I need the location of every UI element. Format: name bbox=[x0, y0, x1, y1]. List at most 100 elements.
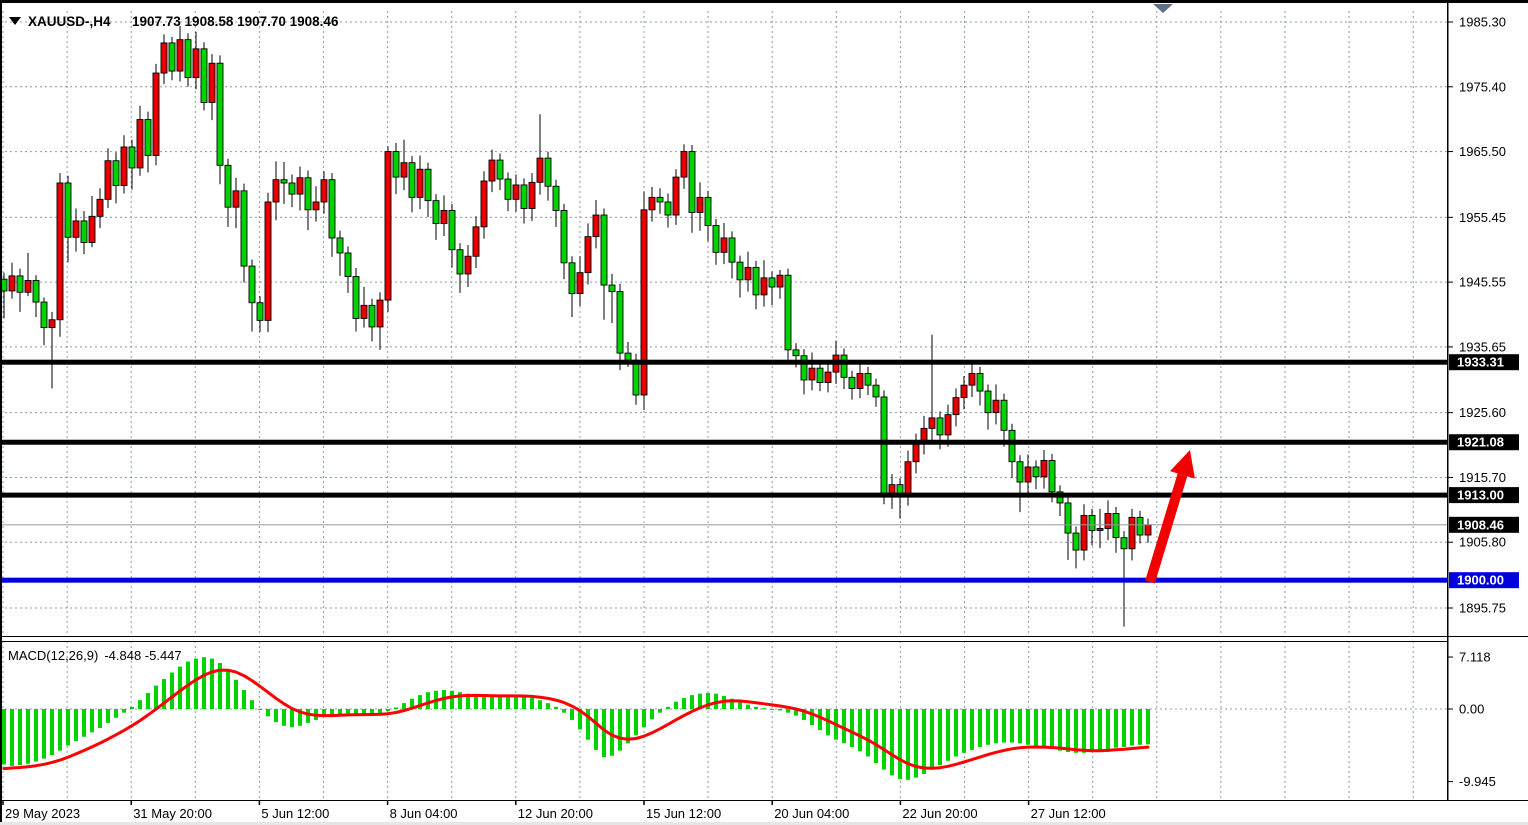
bear-candle[interactable] bbox=[552, 185, 560, 211]
bear-candle[interactable] bbox=[424, 168, 432, 202]
bull-candle[interactable] bbox=[208, 62, 216, 103]
bear-candle[interactable] bbox=[728, 237, 736, 263]
bull-candle[interactable] bbox=[488, 159, 496, 182]
bear-candle[interactable] bbox=[344, 252, 352, 277]
bear-candle[interactable] bbox=[80, 220, 88, 243]
bear-candle[interactable] bbox=[608, 284, 616, 293]
bull-candle[interactable] bbox=[1104, 512, 1112, 529]
bear-candle[interactable] bbox=[1000, 399, 1008, 431]
bull-candle[interactable] bbox=[136, 119, 144, 169]
bear-candle[interactable] bbox=[496, 159, 504, 180]
symbol-dropdown-icon[interactable] bbox=[9, 17, 21, 25]
price-scale[interactable]: 1985.30 1975.40 1965.50 1955.45 1945.55 1935.… bbox=[1447, 15, 1519, 790]
bear-candle[interactable] bbox=[560, 210, 568, 264]
bear-candle[interactable] bbox=[616, 291, 624, 354]
bull-candle[interactable] bbox=[528, 181, 536, 209]
bear-candle[interactable] bbox=[432, 200, 440, 224]
bull-candle[interactable] bbox=[312, 201, 320, 211]
bull-candle[interactable] bbox=[648, 196, 656, 211]
bull-candle[interactable] bbox=[776, 274, 784, 288]
bull-candle[interactable] bbox=[96, 198, 104, 217]
bear-candle[interactable] bbox=[280, 179, 288, 184]
bear-candle[interactable] bbox=[1120, 537, 1128, 550]
bear-candle[interactable] bbox=[368, 304, 376, 328]
bear-candle[interactable] bbox=[704, 196, 712, 226]
bear-candle[interactable] bbox=[848, 376, 856, 389]
bull-candle[interactable] bbox=[720, 237, 728, 253]
bull-candle[interactable] bbox=[384, 151, 392, 301]
bear-candle[interactable] bbox=[392, 151, 400, 178]
bull-candle[interactable] bbox=[8, 275, 16, 292]
bear-candle[interactable] bbox=[624, 352, 632, 361]
candles-layer[interactable] bbox=[0, 25, 1152, 627]
bear-candle[interactable] bbox=[448, 210, 456, 251]
bear-candle[interactable] bbox=[656, 196, 664, 203]
bear-candle[interactable] bbox=[240, 190, 248, 267]
bear-candle[interactable] bbox=[1136, 516, 1144, 536]
bull-candle[interactable] bbox=[120, 146, 128, 187]
bull-candle[interactable] bbox=[88, 215, 96, 243]
bear-candle[interactable] bbox=[144, 119, 152, 156]
bear-candle[interactable] bbox=[784, 274, 792, 351]
bull-candle[interactable] bbox=[640, 209, 648, 396]
bull-candle[interactable] bbox=[1096, 528, 1104, 531]
bear-candle[interactable] bbox=[712, 225, 720, 253]
bull-candle[interactable] bbox=[1024, 466, 1032, 483]
bear-candle[interactable] bbox=[768, 277, 776, 288]
bear-candle[interactable] bbox=[1016, 461, 1024, 483]
bull-candle[interactable] bbox=[992, 399, 1000, 414]
bear-candle[interactable] bbox=[1112, 512, 1120, 539]
bear-candle[interactable] bbox=[752, 266, 760, 296]
bull-candle[interactable] bbox=[744, 266, 752, 281]
bear-candle[interactable] bbox=[816, 367, 824, 384]
bull-candle[interactable] bbox=[696, 196, 704, 213]
bull-candle[interactable] bbox=[48, 319, 56, 329]
bull-candle[interactable] bbox=[176, 39, 184, 72]
bear-candle[interactable] bbox=[200, 48, 208, 103]
bull-candle[interactable] bbox=[72, 220, 80, 238]
bull-candle[interactable] bbox=[960, 384, 968, 399]
bull-candle[interactable] bbox=[24, 280, 32, 293]
price-level-line-1921.08[interactable] bbox=[0, 439, 1447, 445]
bear-candle[interactable] bbox=[336, 237, 344, 254]
bear-candle[interactable] bbox=[248, 265, 256, 304]
bull-candle[interactable] bbox=[576, 272, 584, 295]
bear-candle[interactable] bbox=[16, 275, 24, 293]
bear-candle[interactable] bbox=[600, 214, 608, 286]
bull-candle[interactable] bbox=[952, 397, 960, 416]
bear-candle[interactable] bbox=[64, 182, 72, 238]
bear-candle[interactable] bbox=[864, 372, 872, 386]
bull-candle[interactable] bbox=[264, 201, 272, 321]
bear-candle[interactable] bbox=[520, 184, 528, 209]
bull-candle[interactable] bbox=[104, 160, 112, 200]
bull-candle[interactable] bbox=[464, 255, 472, 275]
bull-candle[interactable] bbox=[480, 180, 488, 228]
bull-candle[interactable] bbox=[912, 442, 920, 463]
bear-candle[interactable] bbox=[936, 417, 944, 436]
bull-candle[interactable] bbox=[56, 182, 64, 321]
bull-candle[interactable] bbox=[856, 372, 864, 389]
bear-candle[interactable] bbox=[216, 62, 224, 166]
bull-candle[interactable] bbox=[1080, 514, 1088, 551]
bear-candle[interactable] bbox=[544, 157, 552, 187]
bull-candle[interactable] bbox=[472, 226, 480, 257]
bear-candle[interactable] bbox=[632, 359, 640, 396]
price-level-lines[interactable] bbox=[0, 359, 1447, 583]
bear-candle[interactable] bbox=[840, 354, 848, 378]
bull-candle[interactable] bbox=[672, 176, 680, 216]
arrow-head[interactable] bbox=[1170, 450, 1195, 479]
bear-candle[interactable] bbox=[984, 390, 992, 414]
bull-candle[interactable] bbox=[536, 157, 544, 183]
bear-candle[interactable] bbox=[256, 302, 264, 321]
bear-candle[interactable] bbox=[1072, 532, 1080, 551]
bull-candle[interactable] bbox=[160, 42, 168, 74]
bull-candle[interactable] bbox=[376, 299, 384, 328]
bull-candle[interactable] bbox=[944, 414, 952, 436]
bear-candle[interactable] bbox=[800, 355, 808, 381]
bull-candle[interactable] bbox=[152, 72, 160, 156]
bear-candle[interactable] bbox=[568, 262, 576, 295]
price-level-line-1933.31[interactable] bbox=[0, 359, 1447, 365]
bear-candle[interactable] bbox=[976, 372, 984, 392]
bull-candle[interactable] bbox=[680, 151, 688, 178]
